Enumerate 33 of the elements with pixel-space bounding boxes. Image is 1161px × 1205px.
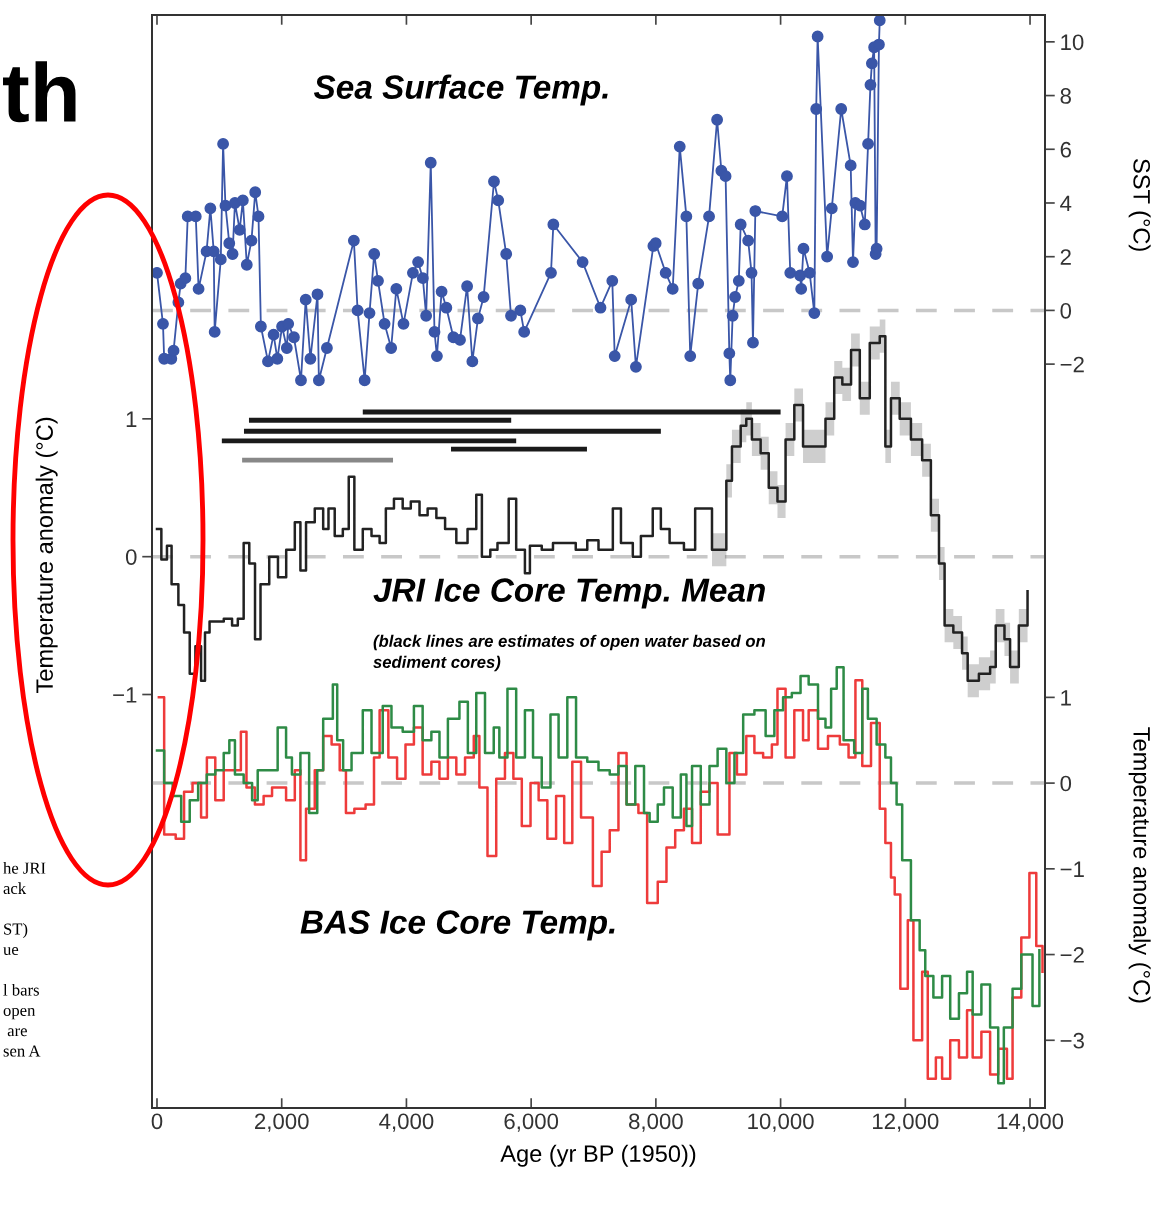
y-tick-label: 0 [125, 549, 137, 565]
x-tick-label: 0 [151, 1113, 163, 1130]
y2-tick-label: 4 [1060, 195, 1072, 212]
y2-tick-label: 6 [1060, 141, 1071, 158]
y2-tick-label: 10 [1061, 34, 1084, 51]
x-tick-label: 6,000 [504, 1113, 559, 1132]
annotation: Sea Surface Temp. [313, 74, 608, 106]
y2-tick-label: 8 [1060, 88, 1071, 104]
y-tick-label: −1 [113, 687, 137, 703]
x-axis-title: Age (yr BP (1950)) [500, 1144, 696, 1167]
text: he JRI ack ST) ue l bars open are sen A [3, 862, 46, 1057]
y2-tick-label: −1 [1060, 861, 1084, 877]
annotation: JRI Ice Core Temp. Mean [373, 578, 765, 609]
x-tick-label: 10,000 [748, 1113, 814, 1132]
y2-tick-label: −3 [1060, 1032, 1084, 1049]
annotation: BAS Ice Core Temp. [300, 910, 615, 941]
x-tick-label: 12,000 [873, 1113, 939, 1132]
x-tick-label: 14,000 [997, 1113, 1064, 1132]
y2-tick-label: 0 [1060, 302, 1072, 319]
x-tick-label: 4,000 [379, 1113, 434, 1132]
annotation: (black lines are estimates of open water based on sediment cores) [373, 634, 766, 672]
y2-tick-label: 1 [1061, 690, 1071, 706]
y2-axis-title: Temperature anomaly (°C) [1128, 727, 1151, 1003]
text: th [3, 61, 76, 123]
x-tick-label: 8,000 [629, 1113, 683, 1132]
y2-tick-label: 2 [1060, 249, 1071, 265]
y-tick-label: 1 [126, 411, 137, 427]
y-axis-title: Temperature anomaly (°C) [35, 417, 58, 693]
y2-tick-label: −2 [1060, 356, 1084, 373]
x-tick-label: 2,000 [255, 1113, 309, 1132]
y2-tick-label: 0 [1060, 775, 1072, 792]
y2-tick-label: −2 [1060, 947, 1084, 963]
y2-axis-title: SST (°C) [1128, 159, 1151, 251]
